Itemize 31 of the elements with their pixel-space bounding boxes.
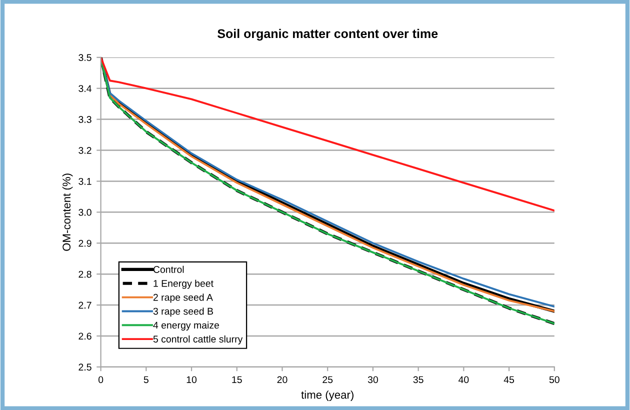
y-tick-label: 3.2 xyxy=(78,147,92,154)
y-tick-label: 2.9 xyxy=(78,240,92,247)
x-tick-label: 25 xyxy=(322,376,333,384)
x-tick-label: 5 xyxy=(144,376,148,384)
y-tick-label: 2.5 xyxy=(78,364,92,371)
y-tick-label: 3.0 xyxy=(78,208,92,216)
legend-label: 2 rape seed A xyxy=(153,294,213,303)
x-tick-label: 45 xyxy=(504,376,514,384)
legend-label: 4 energy maize xyxy=(153,322,220,331)
x-tick-label: 20 xyxy=(277,376,288,384)
legend-label: 3 rape seed B xyxy=(153,308,213,317)
y-tick-label: 3.1 xyxy=(78,178,92,185)
y-tick-label: 2.7 xyxy=(78,302,92,309)
x-axis-title: time (year) xyxy=(301,390,354,401)
x-tick-label: 10 xyxy=(186,376,197,384)
x-tick-label: 40 xyxy=(458,376,469,384)
x-tick-label: 50 xyxy=(549,376,560,384)
y-tick-label: 3.5 xyxy=(78,54,92,62)
legend-label: 5 control cattle slurry xyxy=(153,335,243,344)
x-tick-label: 30 xyxy=(368,376,378,384)
chart-title: Soil organic matter content over time xyxy=(218,28,438,41)
x-tick-label: 0 xyxy=(98,376,104,384)
legend-label: 1 Energy beet xyxy=(154,280,214,289)
y-tick-label: 2.6 xyxy=(78,332,92,340)
legend-label: Control xyxy=(153,266,184,273)
y-tick-label: 3.3 xyxy=(78,116,92,123)
x-tick-label: 35 xyxy=(413,376,424,384)
x-tick-label: 15 xyxy=(232,376,242,384)
y-tick-label: 2.8 xyxy=(78,270,92,278)
y-tick-label: 3.4 xyxy=(78,85,92,92)
y-axis-title: OM-content (%) xyxy=(62,174,73,251)
